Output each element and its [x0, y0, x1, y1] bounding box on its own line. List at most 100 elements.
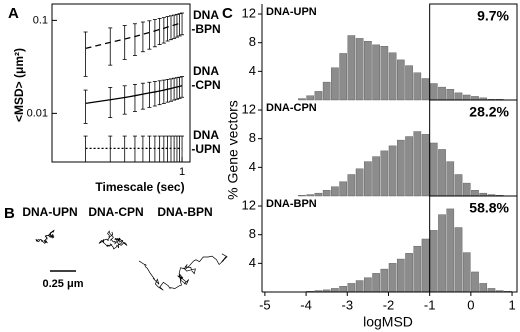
bar	[454, 174, 463, 197]
trajectory-label: DNA-BPN	[157, 205, 212, 219]
series-line	[85, 21, 183, 50]
x-tick-label: -4	[300, 297, 312, 312]
bar	[446, 161, 455, 197]
bar	[429, 230, 438, 293]
percent-label: 28.2%	[469, 104, 509, 120]
x-tick-label: -1	[424, 297, 436, 312]
panel-title: DNA-UPN	[266, 6, 317, 18]
bar	[405, 253, 413, 293]
bar	[339, 53, 347, 101]
panel-label: C	[222, 5, 233, 22]
bar	[462, 94, 471, 101]
bar	[306, 95, 315, 101]
bar	[331, 186, 339, 197]
x-tick-label: -2	[383, 297, 395, 312]
y-tick-label: 12	[242, 197, 256, 212]
series-label: -BPN	[191, 22, 220, 36]
panel-label: A	[8, 5, 19, 22]
bar	[397, 59, 405, 101]
bar	[421, 134, 430, 197]
bar	[372, 273, 380, 293]
bar	[347, 283, 356, 293]
bar	[322, 81, 331, 101]
bar	[421, 78, 430, 101]
percent-label: 58.8%	[469, 200, 509, 216]
bar	[364, 41, 372, 101]
bar	[438, 149, 446, 197]
y-tick-label: 4	[249, 63, 256, 78]
x-axis-label: logMSD	[363, 314, 413, 330]
bar	[322, 190, 331, 197]
bar	[421, 238, 430, 293]
bar	[388, 145, 397, 197]
series-label: DNA	[193, 128, 219, 142]
bar	[487, 288, 496, 293]
bar	[347, 174, 356, 197]
bar	[388, 263, 397, 293]
panel-label: B	[4, 205, 15, 222]
bar	[372, 44, 380, 101]
series-label: DNA	[193, 8, 219, 22]
series-label: DNA	[193, 64, 219, 78]
bar	[446, 208, 455, 293]
bar	[413, 245, 422, 293]
bar	[314, 91, 323, 101]
x-tick-label: 1	[508, 297, 515, 312]
bar	[454, 92, 463, 101]
bar	[355, 38, 364, 101]
bar	[413, 131, 422, 197]
bar	[314, 192, 323, 197]
trajectory	[35, 229, 55, 244]
bar	[479, 283, 488, 293]
x-tick-label: -3	[341, 297, 353, 312]
y-tick-label: 8	[249, 130, 256, 145]
bar	[331, 288, 339, 293]
bar	[355, 168, 364, 197]
bar	[380, 268, 389, 293]
y-tick-label: 0.1	[33, 14, 48, 26]
series-label: -CPN	[191, 78, 220, 92]
bar	[364, 277, 372, 293]
bar	[462, 182, 471, 197]
bar	[372, 156, 380, 197]
percent-label: 9.7%	[477, 8, 509, 24]
series-label: -UPN	[191, 142, 220, 156]
panel-title: DNA-CPN	[266, 102, 317, 114]
bar	[355, 280, 364, 293]
bar	[462, 252, 471, 293]
bar	[298, 98, 306, 101]
y-tick-label: 12	[242, 5, 256, 20]
trajectory	[138, 253, 228, 291]
bar	[429, 83, 438, 101]
bar	[471, 271, 479, 293]
bar	[438, 86, 446, 101]
bar	[405, 136, 413, 197]
y-tick-label: 8	[249, 226, 256, 241]
x-tick-label: -5	[259, 297, 271, 312]
bar	[306, 194, 315, 197]
trajectory-label: DNA-UPN	[22, 205, 77, 219]
bar	[339, 181, 347, 197]
scale-label: 0.25 μm	[43, 278, 84, 290]
y-tick-label: 4	[249, 159, 256, 174]
bar	[429, 142, 438, 197]
bar	[331, 67, 339, 101]
bar	[397, 139, 405, 197]
bar	[454, 227, 463, 293]
bar	[339, 286, 347, 293]
bar	[380, 150, 389, 197]
bar	[405, 65, 413, 101]
bar	[446, 89, 455, 101]
x-tick-label: 0	[467, 297, 474, 312]
series-group	[83, 12, 185, 162]
y-tick-label: 8	[249, 34, 256, 49]
y-tick-label: 0.01	[27, 107, 48, 119]
bar	[380, 46, 389, 101]
panel-title: DNA-BPN	[266, 198, 317, 210]
bar	[471, 96, 479, 101]
y-tick-label: 4	[249, 255, 256, 270]
x-axis-label: Timescale (sec)	[95, 180, 184, 194]
bar	[388, 52, 397, 101]
